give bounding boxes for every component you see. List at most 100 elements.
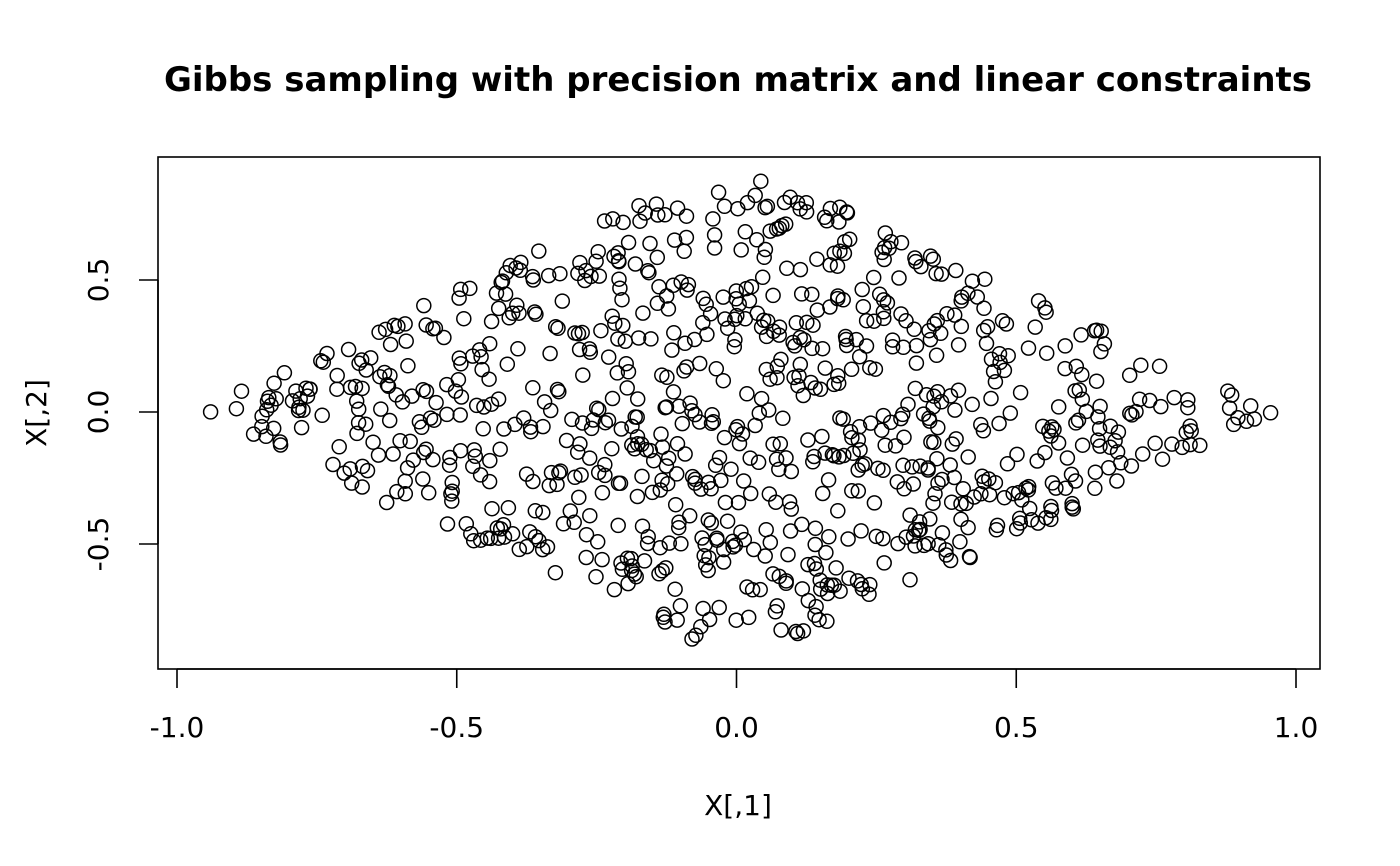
scatter-point xyxy=(1020,340,1037,356)
scatter-point xyxy=(652,539,668,556)
scatter-point xyxy=(930,419,946,436)
scatter-point xyxy=(727,311,743,328)
scatter-point xyxy=(682,395,698,411)
chart-title: Gibbs sampling with precision matrix and… xyxy=(164,60,1312,100)
scatter-point xyxy=(691,355,708,372)
scatter-point xyxy=(981,471,997,487)
scatter-point xyxy=(850,432,867,448)
x-axis: -1.0 -0.5 0.0 0.5 1.0 xyxy=(150,668,1318,744)
scatter-point xyxy=(513,254,529,271)
scatter-point xyxy=(842,423,859,440)
scatter-point xyxy=(983,390,999,407)
scatter-point xyxy=(551,383,567,400)
scatter-point xyxy=(742,485,759,502)
scatter-point xyxy=(659,369,675,386)
scatter-point xyxy=(908,337,925,354)
scatter-point xyxy=(907,380,924,397)
scatter-point xyxy=(452,281,469,298)
scatter-point xyxy=(871,286,888,303)
scatter-point xyxy=(606,248,622,265)
scatter-point xyxy=(658,458,675,474)
scatter-point xyxy=(678,359,695,375)
scatter-point xyxy=(925,399,941,415)
scatter-point xyxy=(562,503,579,519)
scatter-point xyxy=(669,436,686,452)
scatter-point xyxy=(928,347,945,364)
scatter-point xyxy=(482,452,498,469)
scatter-point xyxy=(1021,500,1038,517)
scatter-point xyxy=(765,436,781,453)
scatter-point xyxy=(1123,458,1140,474)
scatter-point xyxy=(922,248,939,264)
scatter-point xyxy=(405,452,422,468)
scatter-point xyxy=(541,477,558,494)
y-tick-label: 0.5 xyxy=(82,258,115,303)
scatter-point xyxy=(515,410,532,426)
scatter-point xyxy=(830,503,846,519)
scatter-point xyxy=(641,264,657,281)
scatter-point xyxy=(526,304,543,320)
scatter-point xyxy=(696,547,712,564)
scatter-point xyxy=(809,251,825,267)
scatter-point xyxy=(1068,358,1085,375)
scatter-point xyxy=(782,523,799,539)
scatter-point xyxy=(753,390,770,407)
scatter-point xyxy=(838,331,854,348)
scatter-point xyxy=(604,390,621,407)
scatter-point xyxy=(353,352,370,368)
scatter-point xyxy=(778,450,794,466)
scatter-point xyxy=(930,475,946,491)
scatter-point xyxy=(657,614,673,630)
scatter-point xyxy=(1065,501,1082,517)
scatter-point xyxy=(350,401,367,417)
scatter-point xyxy=(245,426,262,442)
scatter-point xyxy=(542,345,558,362)
scatter-point xyxy=(706,240,723,256)
scatter-point xyxy=(481,473,498,490)
scatter-point xyxy=(786,369,802,386)
scatter-point xyxy=(715,372,732,389)
scatter-point xyxy=(667,496,684,513)
scatter-point xyxy=(855,298,872,315)
scatter-point xyxy=(566,514,582,531)
scatter-point xyxy=(896,429,912,446)
scatter-point xyxy=(744,582,761,598)
scatter-point xyxy=(933,394,950,410)
scatter-point xyxy=(436,329,452,346)
scatter-point xyxy=(955,481,971,497)
scatter-point xyxy=(862,359,878,376)
scatter-point xyxy=(830,375,847,392)
scatter-point xyxy=(835,292,851,308)
scatter-point xyxy=(488,285,505,301)
scatter-point xyxy=(736,531,753,548)
scatter-point xyxy=(660,301,677,317)
scatter-point xyxy=(649,295,666,312)
scatter-point xyxy=(1246,411,1263,427)
scatter-point xyxy=(875,304,892,320)
scatter-point xyxy=(610,517,626,534)
scatter-point xyxy=(740,609,757,626)
scatter-point xyxy=(706,227,723,243)
scatter-point xyxy=(314,407,330,424)
scatter-point xyxy=(329,367,345,384)
scatter-point xyxy=(1182,436,1198,453)
scatter-point xyxy=(640,528,656,545)
scatter-point xyxy=(1057,360,1073,377)
scatter-point xyxy=(272,437,289,453)
scatter-point xyxy=(325,456,341,473)
scatter-point xyxy=(674,415,691,432)
scatter-point xyxy=(862,576,878,593)
scatter-point xyxy=(853,523,869,539)
scatter-point xyxy=(365,434,381,450)
scatter-point xyxy=(807,607,823,623)
scatter-point xyxy=(551,465,567,481)
scatter-point xyxy=(929,384,946,400)
scatter-point xyxy=(742,450,758,466)
scatter-point xyxy=(588,400,605,416)
scatter-point xyxy=(258,428,274,445)
scatter-point xyxy=(794,581,811,597)
scatter-point xyxy=(789,194,806,211)
scatter-point xyxy=(415,382,431,398)
scatter-point xyxy=(596,213,613,229)
